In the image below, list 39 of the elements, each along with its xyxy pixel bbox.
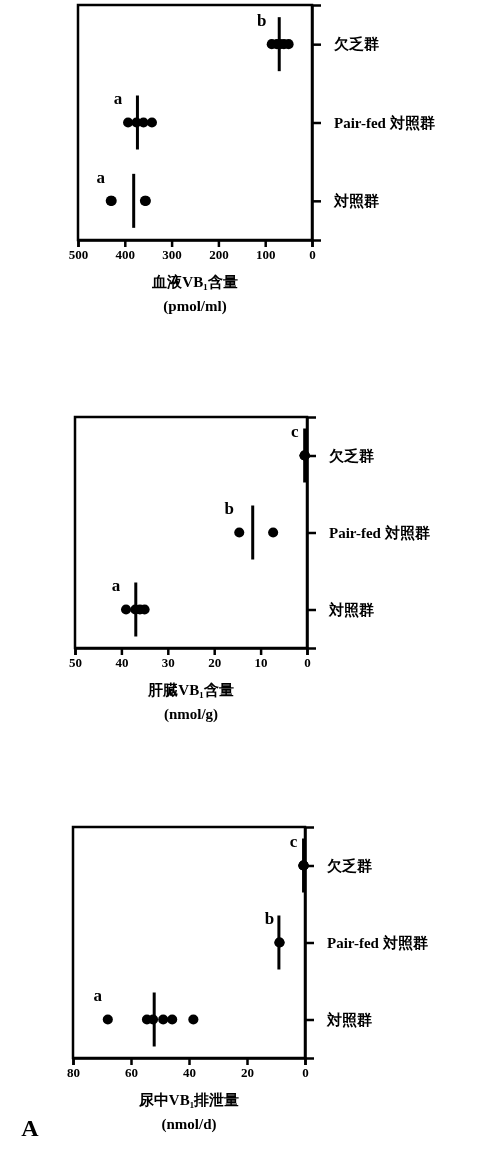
y-tick-label: Pair-fed 対照群 <box>334 113 435 131</box>
x-tick-label: 300 <box>162 247 182 263</box>
annotation: a <box>96 167 106 187</box>
x-axis-title: 尿中VB₁排泄量 (nmol/d) <box>137 1092 240 1133</box>
annotation: c <box>289 832 298 852</box>
x-tick-label: 40 <box>115 655 129 671</box>
x-tick-label: 60 <box>125 1065 138 1081</box>
y-tick-label: 欠乏群 <box>326 857 372 874</box>
y-tick-label: 欠乏群 <box>328 447 374 464</box>
x-tick-label: 20 <box>241 1065 254 1081</box>
text: A <box>21 1114 40 1141</box>
x-tick-label: 80 <box>67 1065 80 1081</box>
annotation: a <box>93 986 103 1006</box>
x-tick-label: 100 <box>255 247 276 263</box>
annotation: a <box>111 576 121 596</box>
y-tick-label: 欠乏群 <box>333 36 379 53</box>
y-tick-label: Pair-fed 対照群 <box>329 523 430 541</box>
x-axis-title: 血液VB₁含量 (pmol/ml) <box>151 273 238 315</box>
x-tick-label: 200 <box>209 247 229 263</box>
x-tick-label: 0 <box>302 1065 309 1081</box>
x-tick-label: 20 <box>208 655 222 671</box>
x-tick-label: 30 <box>161 655 175 671</box>
x-tick-label: 50 <box>69 655 82 671</box>
annotation: c <box>290 422 299 442</box>
x-tick-label: 400 <box>115 247 136 263</box>
y-tick-label: 対照群 <box>333 192 379 210</box>
y-tick-label: Pair-fed 対照群 <box>327 933 428 951</box>
x-tick-label: 500 <box>68 247 89 263</box>
annotation: b <box>224 499 234 519</box>
y-tick-label: 対照群 <box>328 600 374 618</box>
x-tick-label: 40 <box>183 1065 196 1081</box>
annotation: b <box>257 11 267 31</box>
x-axis-title: 肝臓VB₁含量 (nmol/g) <box>147 682 234 723</box>
y-tick-label: 対照群 <box>326 1010 372 1028</box>
annotation: a <box>113 89 123 109</box>
annotation: b <box>264 909 275 929</box>
x-tick-label: 0 <box>304 655 311 671</box>
x-tick-label: 0 <box>309 247 316 263</box>
x-tick-label: 10 <box>254 655 268 671</box>
